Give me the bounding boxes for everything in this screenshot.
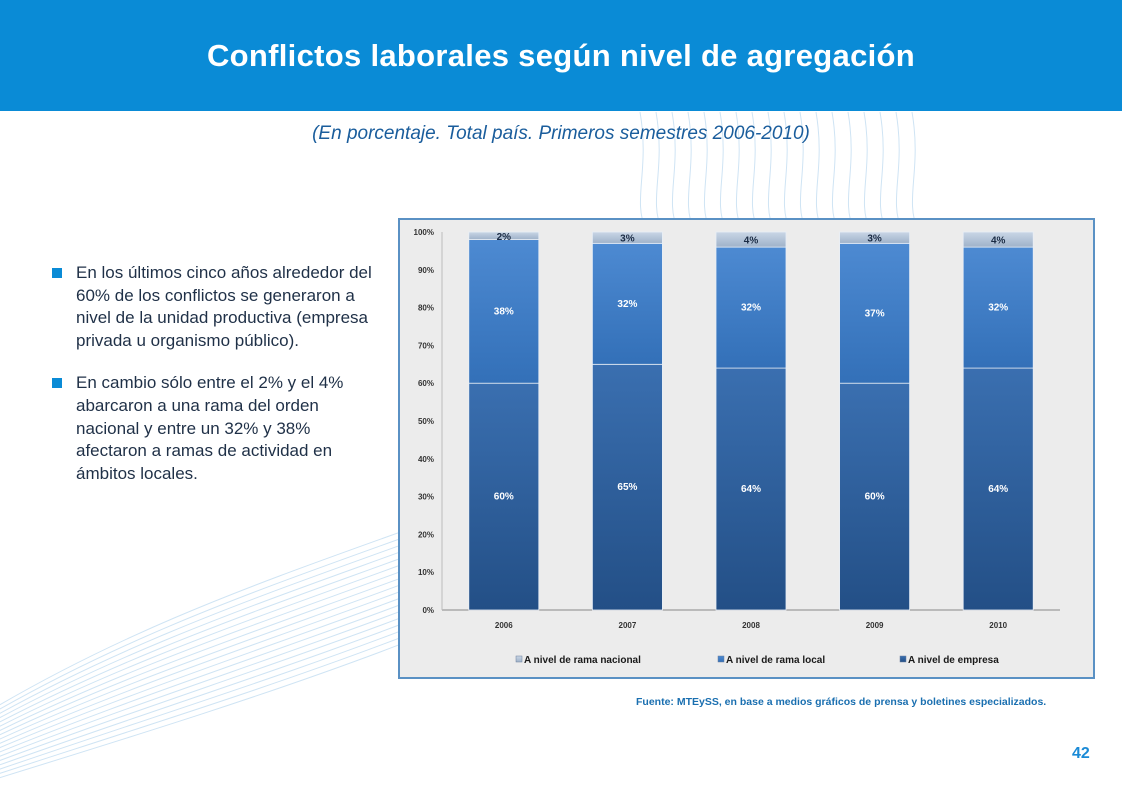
y-tick-label: 80% [418, 304, 434, 313]
page-number: 42 [1072, 745, 1090, 762]
data-label: 32% [741, 303, 761, 314]
y-tick-label: 30% [418, 493, 434, 502]
bar-segment [962, 246, 1034, 369]
y-tick-label: 60% [418, 379, 434, 388]
data-label: 32% [617, 299, 637, 310]
stacked-bar-chart: 0% 10% 20% 30% 40% 50% 60% 70% 80% 90% 100% 60% 38% 2… [414, 228, 1060, 666]
source-note: Fuente: MTEySS, en base a medios gráfico… [636, 696, 1047, 708]
x-tick-label: 2007 [619, 621, 637, 630]
bullet-item: En cambio sólo entre el 2% y el 4% abarc… [52, 372, 372, 485]
legend-swatch [899, 655, 907, 663]
data-label: 60% [494, 492, 514, 503]
data-label: 65% [617, 482, 637, 493]
legend-label: A nivel de rama local [726, 655, 825, 666]
bullet-square-icon [52, 268, 62, 278]
header-bar: Conflictos laborales según nivel de agre… [0, 0, 1122, 111]
bar-segment [468, 239, 540, 384]
bar-segment [591, 231, 663, 244]
data-label: 3% [867, 234, 882, 245]
bar-segment [468, 382, 540, 611]
data-label: 4% [744, 236, 759, 247]
legend-label: A nivel de empresa [908, 655, 999, 666]
page-title: Conflictos laborales según nivel de agre… [206, 37, 916, 73]
y-tick-label: 10% [418, 568, 434, 577]
bar-segment [715, 367, 787, 611]
subtitle: (En porcentaje. Total país. Primeros sem… [312, 123, 810, 144]
data-label: 64% [988, 484, 1008, 495]
y-tick-label: 90% [418, 266, 434, 275]
bullet-text: En los últimos cinco años alrededor del … [76, 263, 372, 350]
x-tick-label: 2006 [495, 621, 513, 630]
data-label: 2% [497, 232, 512, 243]
x-tick-label: 2008 [742, 621, 760, 630]
legend-swatch [515, 655, 523, 663]
y-tick-label: 40% [418, 455, 434, 464]
data-label: 60% [865, 492, 885, 503]
x-tick-label: 2009 [866, 621, 884, 630]
data-label: 64% [741, 484, 761, 495]
legend-label: A nivel de rama nacional [524, 655, 641, 666]
bar-segment [962, 367, 1034, 611]
data-label: 38% [494, 306, 514, 317]
data-label: 32% [988, 303, 1008, 314]
bar-segment [468, 231, 540, 240]
bullet-text: En cambio sólo entre el 2% y el 4% abarc… [76, 373, 344, 483]
bullet-square-icon [52, 378, 62, 389]
y-tick-label: 20% [418, 530, 434, 539]
data-label: 3% [620, 234, 635, 245]
y-tick-label: 100% [414, 228, 434, 237]
y-tick-label: 0% [422, 606, 434, 615]
bar-segment [715, 231, 787, 248]
data-label: 37% [865, 308, 885, 319]
chart-panel: 0% 10% 20% 30% 40% 50% 60% 70% 80% 90% 100% 60% 38% 2… [398, 218, 1095, 679]
bar-segment [591, 242, 663, 365]
bar-segment [962, 231, 1034, 248]
bullet-item: En los últimos cinco años alrededor del … [52, 262, 372, 352]
bullet-list: En los últimos cinco años alrededor del … [52, 262, 372, 505]
bar-segment [839, 231, 911, 244]
bar-segment [839, 242, 911, 384]
data-label: 4% [991, 236, 1006, 247]
y-tick-label: 70% [418, 341, 434, 350]
bar-segment [839, 382, 911, 611]
bar-segment [715, 246, 787, 369]
bar-segment [591, 363, 663, 611]
x-tick-label: 2010 [989, 621, 1007, 630]
legend-swatch [717, 655, 725, 663]
y-tick-label: 50% [418, 417, 434, 426]
